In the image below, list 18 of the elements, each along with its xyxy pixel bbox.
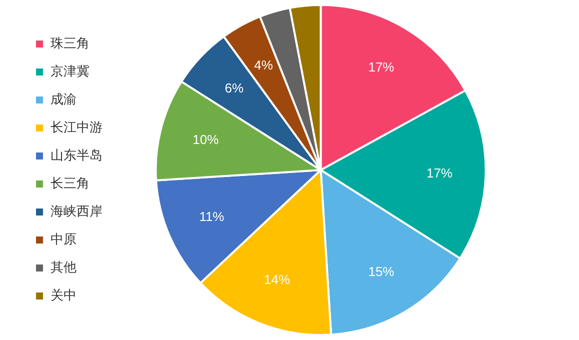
legend-label: 中原 bbox=[50, 232, 76, 248]
data-label: 4% bbox=[254, 57, 274, 72]
data-label: 17% bbox=[426, 165, 453, 180]
data-label: 15% bbox=[368, 264, 395, 279]
legend-label: 珠三角 bbox=[50, 36, 90, 52]
legend-label: 长江中游 bbox=[50, 120, 102, 136]
data-label: 10% bbox=[192, 132, 220, 148]
data-label: 6% bbox=[224, 80, 244, 96]
data-label: 17% bbox=[368, 59, 395, 74]
data-label: 14% bbox=[264, 272, 290, 288]
legend-label: 其他 bbox=[50, 260, 76, 276]
legend-label: 海峡西岸 bbox=[50, 204, 102, 220]
legend-label: 山东半岛 bbox=[50, 148, 102, 164]
legend-label: 关中 bbox=[50, 288, 76, 304]
legend-label: 成渝 bbox=[50, 92, 76, 108]
legend-label: 长三角 bbox=[50, 176, 90, 192]
legend-label: 京津冀 bbox=[50, 64, 90, 80]
data-label: 11% bbox=[199, 208, 225, 224]
